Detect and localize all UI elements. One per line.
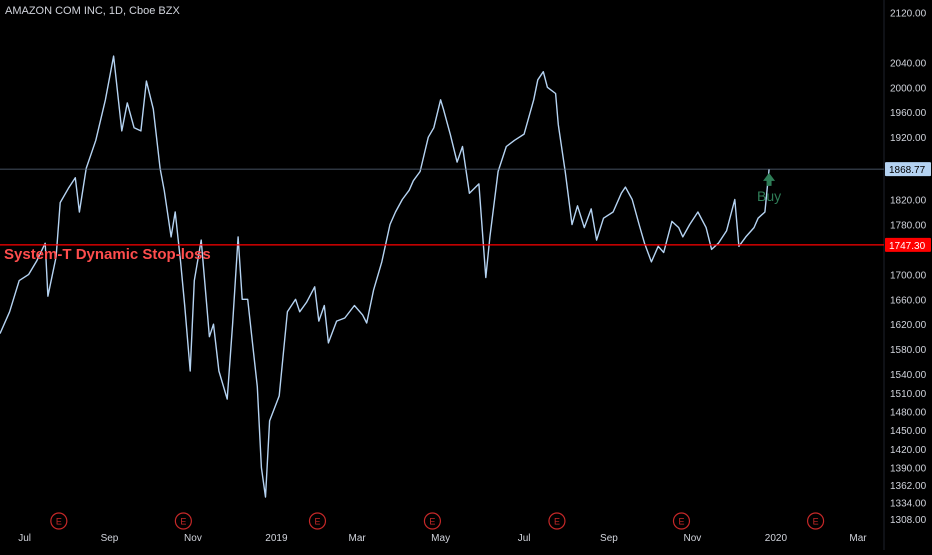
y-tick-label: 1960.00 (890, 108, 927, 119)
x-tick-label: Mar (849, 533, 867, 544)
stop-loss-label: System-T Dynamic Stop-loss (4, 246, 211, 263)
stop-loss-badge-text: 1747.30 (889, 241, 926, 252)
x-tick-label: 2020 (765, 533, 788, 544)
y-tick-label: 1700.00 (890, 270, 927, 281)
stop-loss-badge: 1747.30 (885, 237, 931, 252)
symbol-title: AMAZON COM INC, 1D, Cboe BZX (5, 5, 180, 17)
earnings-marker-label: E (314, 517, 320, 527)
earnings-marker-label: E (180, 517, 186, 527)
earnings-marker-circle (308, 512, 327, 530)
earnings-marker-circle (50, 512, 68, 530)
x-tick-label: Nov (184, 533, 202, 544)
earnings-marker-label: E (678, 517, 684, 527)
last-price-badge: 1868.77 (885, 162, 931, 177)
last-price-badge-text: 1868.77 (889, 165, 926, 176)
y-tick-label: 1540.00 (890, 370, 927, 381)
earnings-marker-circle (806, 512, 825, 530)
y-tick-label: 1510.00 (890, 389, 927, 400)
earnings-marker[interactable]: E (50, 512, 68, 530)
earnings-marker[interactable]: E (806, 512, 825, 530)
earnings-marker-label: E (554, 517, 560, 527)
x-tick-label: Sep (600, 533, 618, 544)
earnings-marker[interactable]: E (423, 512, 442, 530)
y-tick-label: 1334.00 (890, 499, 927, 510)
earnings-marker[interactable]: E (308, 512, 327, 530)
y-tick-label: 2040.00 (890, 58, 927, 69)
y-tick-label: 1450.00 (890, 426, 927, 437)
y-tick-label: 1580.00 (890, 345, 927, 356)
y-tick-label: 1362.00 (890, 481, 927, 492)
x-tick-label: May (431, 533, 450, 544)
y-tick-label: 2120.00 (890, 8, 927, 19)
x-tick-label: Mar (349, 533, 367, 544)
y-tick-label: 1620.00 (890, 320, 927, 331)
earnings-marker-label: E (429, 517, 435, 527)
earnings-marker[interactable]: E (174, 512, 192, 530)
y-tick-label: 1820.00 (890, 196, 927, 207)
y-tick-label: 1920.00 (890, 133, 927, 144)
price-series-line (0, 55, 770, 498)
y-tick-label: 1480.00 (890, 408, 927, 419)
x-tick-label: Jul (518, 533, 531, 544)
y-tick-label: 1390.00 (890, 464, 927, 475)
y-tick-label: 1420.00 (890, 445, 927, 456)
last-price-badge-box (885, 162, 931, 177)
y-tick-label: 1308.00 (890, 515, 927, 526)
x-tick-label: 2019 (265, 533, 288, 544)
earnings-marker-circle (423, 512, 442, 530)
earnings-marker-label: E (813, 517, 819, 527)
x-tick-label: Sep (101, 533, 119, 544)
x-tick-label: Nov (684, 533, 702, 544)
y-tick-label: 2000.00 (890, 83, 927, 94)
earnings-marker-circle (672, 512, 691, 530)
earnings-marker-circle (174, 512, 192, 530)
earnings-marker-circle (548, 512, 566, 530)
buy-signal-label: Buy (757, 188, 781, 204)
earnings-marker-label: E (56, 517, 62, 527)
buy-arrow-icon (763, 172, 776, 186)
stop-loss-badge-box (885, 237, 931, 252)
y-tick-label: 1660.00 (890, 295, 927, 306)
earnings-marker[interactable]: E (548, 512, 566, 530)
x-tick-label: Jul (18, 533, 31, 544)
y-tick-label: 1780.00 (890, 220, 927, 231)
earnings-marker[interactable]: E (672, 512, 691, 530)
